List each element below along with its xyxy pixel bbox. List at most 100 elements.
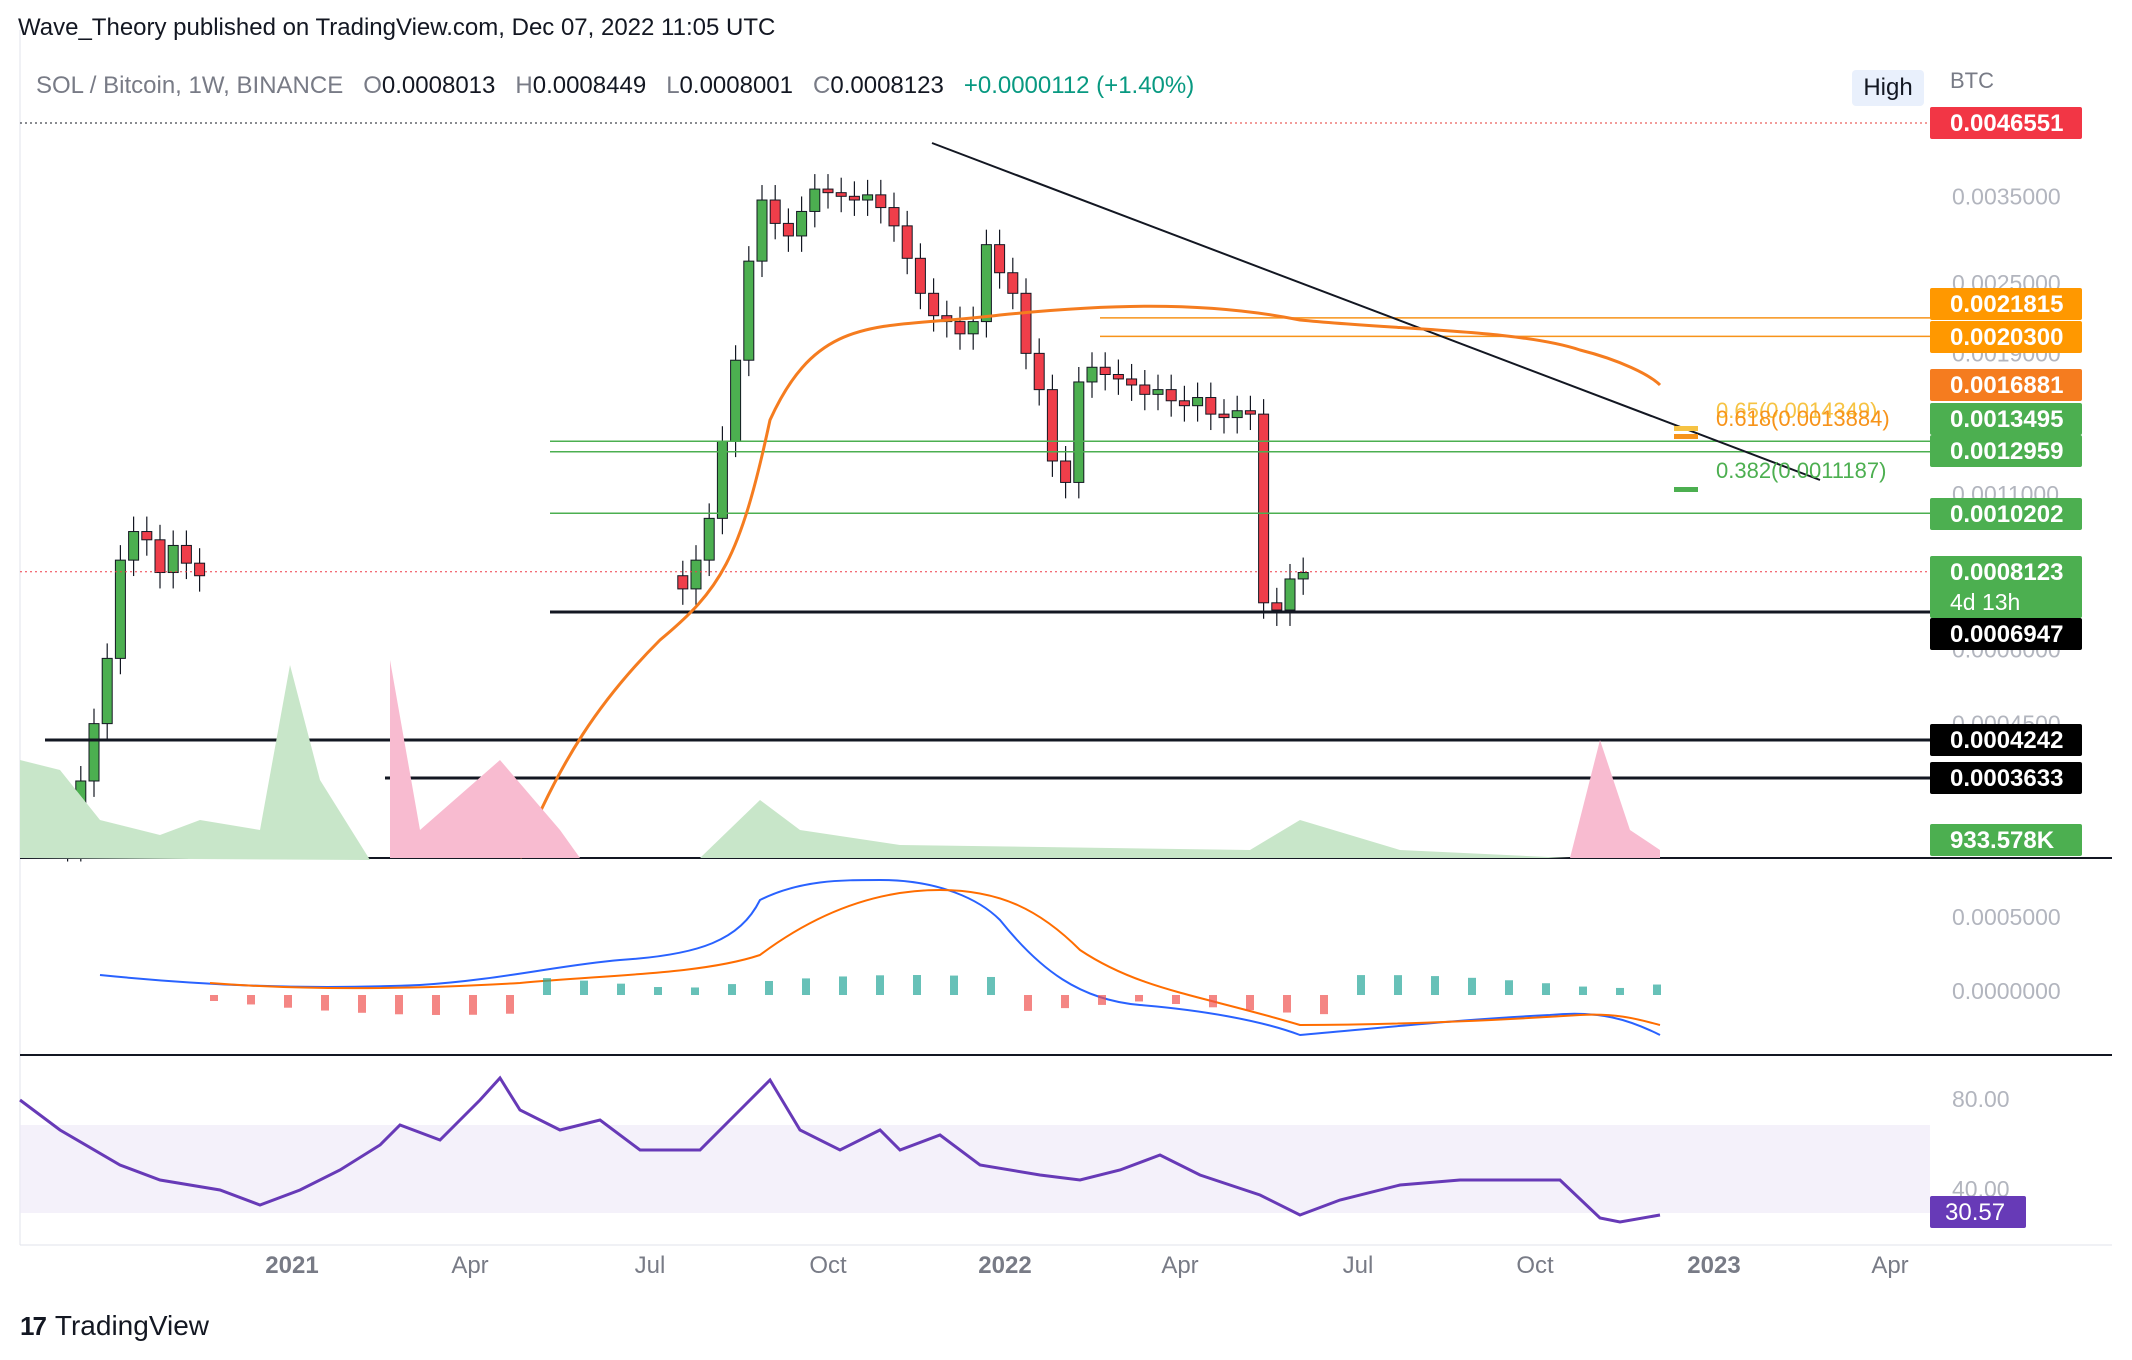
moving-average-line — [518, 304, 1662, 859]
price-label-box — [1930, 403, 2082, 435]
candle-body — [1060, 460, 1072, 483]
candle-body — [677, 575, 689, 590]
candle-body — [954, 321, 966, 335]
price-label-box — [1930, 762, 2082, 794]
candle-body — [1152, 389, 1164, 395]
macd-histogram-bar — [1505, 980, 1513, 995]
candle-body — [928, 292, 940, 317]
high-value: 0.0008449 — [532, 72, 647, 99]
price-label-text: 0.0046551 — [1950, 110, 2063, 137]
macd-histogram-bar — [987, 976, 995, 995]
price-label-box — [1930, 556, 2082, 618]
macd-histogram-bar — [1098, 995, 1106, 1005]
volume-area — [700, 800, 1570, 858]
candle-body — [730, 359, 742, 442]
price-label-box — [1930, 288, 2082, 320]
candle-body — [1139, 384, 1151, 395]
candle-body — [980, 244, 992, 323]
candle-body — [822, 188, 834, 194]
candle-body — [114, 559, 126, 659]
open-label: O — [363, 72, 382, 99]
candle-body — [128, 531, 140, 561]
price-label-text: 0.0008123 — [1950, 559, 2063, 586]
price-label-box — [1930, 107, 2082, 139]
signal-line — [209, 888, 1661, 1027]
time-tick: 2021 — [265, 1252, 318, 1279]
price-label-box — [1930, 824, 2082, 856]
time-tick: 2022 — [978, 1252, 1031, 1279]
tradingview-logo-icon: 17 — [20, 1310, 47, 1341]
macd-histogram-bar — [1135, 995, 1143, 1002]
price-label-text: 0.0010202 — [1950, 501, 2063, 528]
macd-histogram-bar — [284, 995, 292, 1008]
volume-area — [1570, 740, 1660, 858]
candle-body — [848, 195, 860, 201]
macd-histogram-bar — [1024, 995, 1032, 1011]
logo-text: TradingView — [54, 1310, 210, 1341]
close-value: 0.0008123 — [830, 72, 944, 99]
macd-histogram-bar — [1653, 984, 1661, 995]
price-label-text: 0.0013495 — [1950, 406, 2063, 433]
candle-body — [167, 544, 179, 574]
candle-body — [1020, 292, 1032, 354]
volume-area — [390, 660, 580, 858]
time-tick: 2023 — [1687, 1252, 1740, 1279]
symbol-name[interactable]: SOL / Bitcoin, 1W, BINANCE — [36, 72, 344, 99]
candle-body — [1192, 397, 1204, 407]
price-label-box — [1930, 435, 2082, 467]
price-label-text: 0.0006947 — [1950, 621, 2063, 648]
candle-body — [1046, 389, 1058, 462]
candle-body — [1271, 602, 1283, 611]
macd-tick: 0.0000000 — [1952, 978, 2061, 1004]
tradingview-logo[interactable]: 17 TradingView — [20, 1310, 209, 1342]
candle-body — [1126, 378, 1138, 386]
macd-histogram-bar — [247, 995, 255, 1005]
candle-body — [901, 225, 913, 259]
time-tick: Apr — [1161, 1252, 1198, 1279]
macd-histogram-bar — [876, 975, 884, 995]
candle-body — [1007, 272, 1019, 294]
rsi-value-box — [1930, 1196, 2026, 1228]
macd-histogram-bar — [691, 987, 699, 995]
macd-histogram-bar — [1616, 987, 1624, 995]
candle-body — [1231, 410, 1243, 419]
high-button[interactable]: High — [1852, 70, 1924, 106]
time-tick: Jul — [635, 1252, 666, 1279]
low-label: L — [666, 72, 680, 99]
macd-histogram-bar — [1394, 975, 1402, 995]
macd-histogram-bar — [654, 987, 662, 995]
rsi-value-text: 30.57 — [1945, 1199, 2005, 1226]
price-label-text: 0.0012959 — [1950, 438, 2063, 465]
volume-area — [20, 665, 370, 860]
macd-histogram-bar — [1431, 976, 1439, 995]
candle-body — [1178, 400, 1190, 407]
rsi-band — [20, 1125, 1930, 1213]
price-label-text: 0.0016881 — [1950, 372, 2063, 399]
macd-histogram-bar — [358, 995, 366, 1013]
rsi-tick: 80.00 — [1952, 1086, 2010, 1112]
candle-body — [756, 199, 768, 262]
symbol-legend: SOL / Bitcoin, 1W, BINANCE O0.0008013 H0… — [36, 72, 1194, 100]
macd-histogram-bar — [543, 978, 551, 995]
candle-body — [690, 559, 702, 590]
candle-body — [1073, 381, 1085, 483]
candle-body — [769, 199, 781, 224]
macd-histogram-bar — [1172, 995, 1180, 1005]
candle-body — [782, 222, 794, 237]
fib-label-0382: 0.382(0.0011187) — [1716, 458, 1886, 483]
candle-body — [1112, 373, 1124, 380]
macd-histogram-bar — [1061, 995, 1069, 1009]
price-label-countdown: 4d 13h — [1950, 589, 2020, 615]
low-value: 0.0008001 — [679, 72, 793, 99]
time-tick: Oct — [1516, 1252, 1554, 1279]
candle-body — [875, 194, 887, 209]
candle-body — [994, 244, 1006, 274]
time-tick: Oct — [809, 1252, 847, 1279]
candle-body — [967, 321, 979, 335]
candle-body — [835, 192, 847, 197]
change-value: +0.0000112 (+1.40%) — [963, 72, 1195, 99]
macd-histogram-bar — [1209, 995, 1217, 1008]
candle-body — [1284, 578, 1296, 611]
macd-line — [99, 878, 1661, 1037]
